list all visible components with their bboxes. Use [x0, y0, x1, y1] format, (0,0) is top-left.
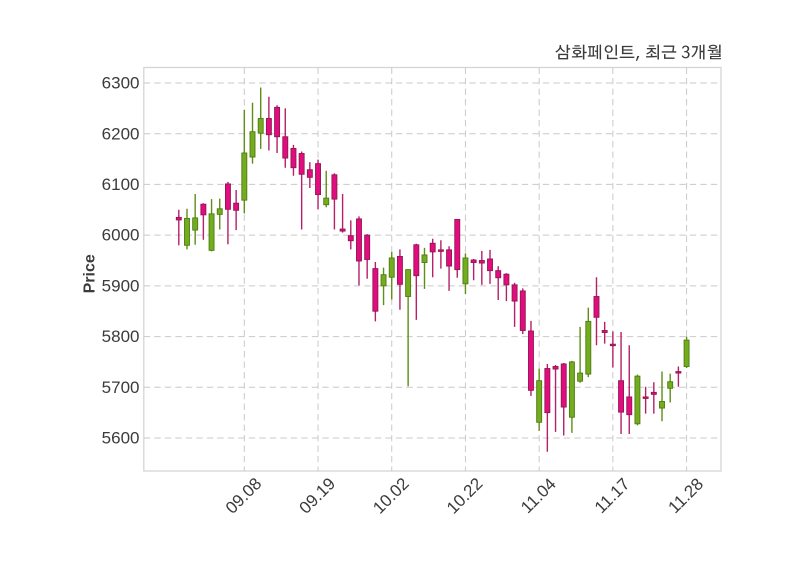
- svg-text:5700: 5700: [102, 378, 140, 397]
- svg-text:09.08: 09.08: [222, 474, 266, 518]
- svg-text:10.22: 10.22: [443, 474, 487, 518]
- svg-text:6100: 6100: [102, 175, 140, 194]
- svg-text:5900: 5900: [102, 276, 140, 295]
- svg-text:6200: 6200: [102, 124, 140, 143]
- svg-text:11.17: 11.17: [591, 474, 634, 517]
- svg-text:5800: 5800: [102, 327, 140, 346]
- svg-text:Price: Price: [82, 254, 99, 293]
- svg-text:6300: 6300: [102, 74, 140, 93]
- svg-text:09.19: 09.19: [296, 474, 340, 518]
- svg-text:11.28: 11.28: [665, 474, 708, 517]
- svg-text:10.02: 10.02: [369, 474, 413, 518]
- svg-text:6000: 6000: [102, 226, 140, 245]
- svg-text:11.04: 11.04: [517, 474, 560, 517]
- svg-text:5600: 5600: [102, 429, 140, 448]
